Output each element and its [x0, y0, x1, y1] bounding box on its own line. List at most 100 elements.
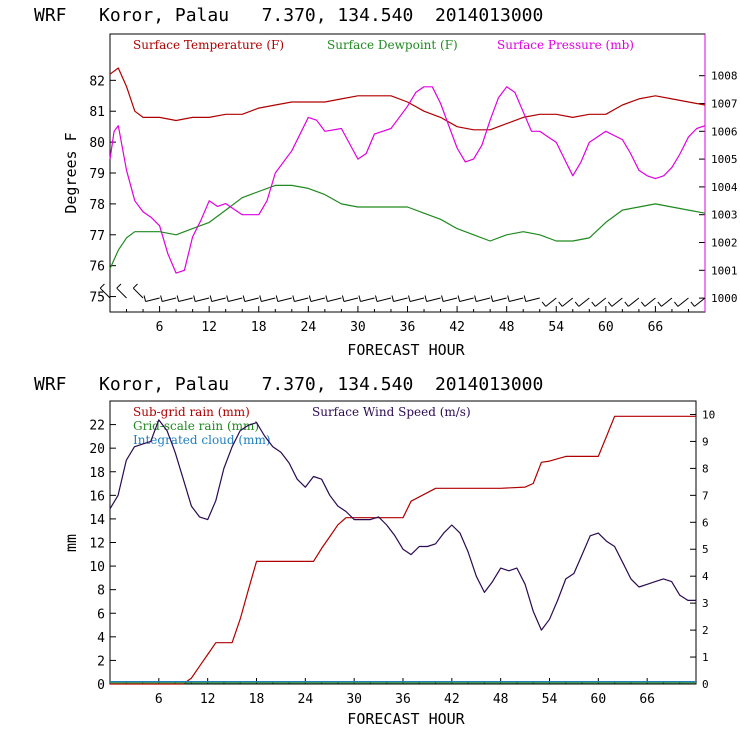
x-tick-label: 60 — [591, 692, 607, 707]
y-right-tick-label: 1008 — [711, 70, 738, 83]
x-tick-label: 6 — [155, 692, 163, 707]
y-tick-label: 16 — [89, 489, 105, 504]
y-tick-label: 14 — [89, 513, 105, 528]
y-right-tick-label: 4 — [702, 570, 709, 583]
y-right-tick-label: 7 — [702, 489, 709, 502]
y-tick-label: 6 — [97, 607, 105, 622]
y-right-tick-label: 1000 — [711, 292, 738, 305]
temperature-panel: WRF Koror, Palau 7.370, 134.540 20140130… — [34, 5, 738, 359]
y-right-tick-label: 1006 — [711, 125, 738, 138]
x-tick-labels: 6 12 18 24 30 36 42 48 54 60 66 — [126, 306, 689, 335]
y-tick-label: 78 — [89, 198, 105, 213]
legend-subgrid-rain: Sub-grid rain (mm) — [133, 405, 250, 419]
series-line-temperature — [109, 67, 706, 131]
y-tick-label: 2 — [97, 654, 105, 669]
precipitation-panel: WRF Koror, Palau 7.370, 134.540 20140130… — [34, 374, 715, 728]
series-line-wind-speed — [109, 419, 696, 631]
y-tick-label: 82 — [89, 74, 105, 89]
wind-barb — [99, 283, 111, 299]
y-right-tick-label: 1001 — [711, 264, 738, 277]
y-right-tick-label: 8 — [702, 462, 709, 475]
wind-barb — [591, 297, 607, 307]
y-right-tick-label: 5 — [702, 543, 709, 556]
wind-barb — [624, 297, 640, 307]
wind-barb — [242, 295, 259, 302]
y-right-tick-label: 1002 — [711, 237, 738, 250]
y-right-tick-labels: 1000 1001 1002 1003 1004 1005 1006 1007 1008 — [699, 34, 738, 312]
wind-barb — [640, 297, 656, 307]
y-tick-label: 8 — [97, 584, 105, 599]
x-tick-label: 18 — [251, 320, 267, 335]
wind-barb — [143, 295, 160, 302]
y-tick-label: 77 — [89, 229, 105, 244]
x-axis-label: FORECAST HOUR — [347, 710, 465, 728]
wind-barb — [176, 295, 193, 302]
x-tick-label: 24 — [301, 320, 317, 335]
y-right-tick-label: 3 — [702, 597, 709, 610]
panel-header: WRF Koror, Palau 7.370, 134.540 20140130… — [34, 5, 543, 26]
y-right-tick-label: 1 — [702, 651, 709, 664]
y-right-tick-label: 1005 — [711, 153, 738, 166]
x-tick-label: 66 — [639, 692, 655, 707]
y-tick-label: 18 — [89, 466, 105, 481]
y-tick-labels: 75 76 77 78 79 80 81 82 — [89, 74, 116, 306]
series-line-pressure — [109, 86, 706, 274]
wind-barb — [673, 297, 689, 307]
x-tick-label: 24 — [298, 692, 314, 707]
y-tick-label: 79 — [89, 167, 105, 182]
y-tick-label: 12 — [89, 537, 105, 552]
legend-integrated-cloud: Integrated cloud (mm) — [133, 433, 271, 447]
x-tick-label: 48 — [493, 692, 509, 707]
legend-dewpoint: Surface Dewpoint (F) — [327, 38, 458, 52]
y-tick-label: 22 — [89, 419, 105, 434]
y-axis-label: Degrees F — [62, 132, 80, 213]
wind-barb — [160, 295, 177, 302]
wind-barb — [690, 297, 706, 307]
x-tick-label: 60 — [598, 320, 614, 335]
x-tick-label: 42 — [449, 320, 465, 335]
x-tick-label: 6 — [156, 320, 164, 335]
series-line-dewpoint — [109, 184, 706, 270]
legend-temperature: Surface Temperature (F) — [133, 38, 284, 52]
legend-pressure: Surface Pressure (mb) — [497, 38, 634, 52]
wind-barb — [275, 295, 292, 302]
wind-barb — [441, 295, 458, 302]
y-tick-label: 20 — [89, 442, 105, 457]
wind-barb — [424, 295, 441, 302]
x-tick-label: 30 — [350, 320, 366, 335]
x-tick-label: 42 — [444, 692, 460, 707]
wind-barb — [657, 297, 673, 307]
y-tick-label: 0 — [97, 678, 105, 693]
wind-barb — [541, 297, 557, 307]
wind-barb — [490, 295, 507, 302]
series-lines — [109, 415, 696, 685]
y-right-tick-label: 1004 — [711, 181, 738, 194]
y-tick-label: 81 — [89, 105, 105, 120]
y-right-tick-label: 10 — [702, 408, 715, 421]
wind-barb — [259, 295, 276, 302]
x-tick-label: 54 — [548, 320, 564, 335]
panel-header: WRF Koror, Palau 7.370, 134.540 20140130… — [34, 374, 543, 395]
y-tick-labels: 0 2 4 6 8 10 12 14 16 18 20 22 — [89, 419, 116, 693]
wind-barb — [209, 295, 226, 302]
wind-barbs — [99, 283, 706, 307]
wind-barb — [341, 295, 359, 302]
y-axis-label: mm — [62, 534, 80, 552]
y-tick-label: 75 — [89, 291, 105, 306]
wind-barb — [132, 283, 144, 299]
x-tick-label: 66 — [648, 320, 664, 335]
y-tick-label: 10 — [89, 560, 105, 575]
wind-barb — [193, 295, 210, 302]
wind-barb — [558, 297, 574, 307]
y-right-tick-labels: 0 1 2 3 4 5 6 7 8 9 10 — [690, 408, 715, 691]
y-right-tick-label: 2 — [702, 624, 709, 637]
wind-barb — [507, 295, 524, 302]
x-axis-label: FORECAST HOUR — [347, 341, 465, 359]
wind-barb — [226, 295, 243, 302]
y-right-tick-label: 1007 — [711, 98, 738, 111]
x-tick-label: 30 — [346, 692, 362, 707]
wind-barb — [523, 295, 540, 302]
x-tick-label: 12 — [200, 692, 216, 707]
wind-barb — [408, 295, 425, 302]
